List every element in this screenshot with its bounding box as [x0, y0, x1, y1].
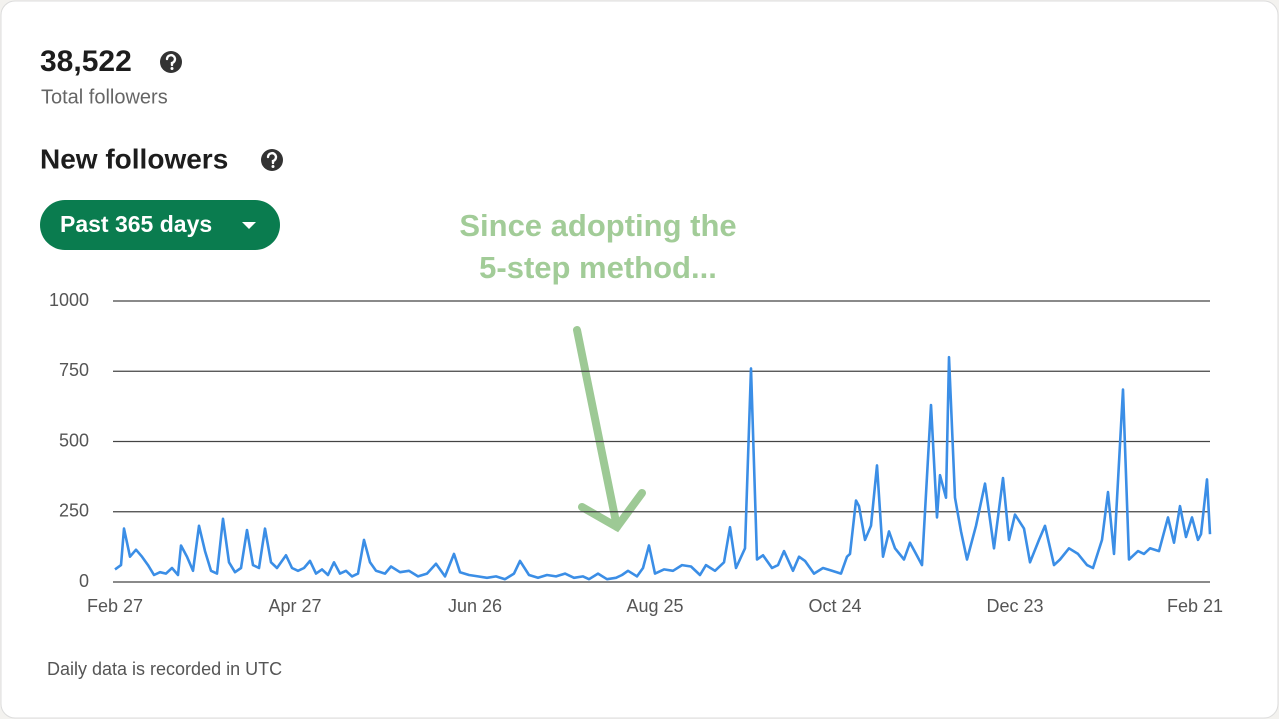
- x-tick-label: Aug 25: [626, 596, 683, 616]
- plot: 0 250 500 750 1000 Feb 27 Apr 27 Jun 26 Aug 25 Oc…: [49, 290, 1223, 616]
- x-tick-label: Jun 26: [448, 596, 502, 616]
- help-icon[interactable]: [261, 149, 283, 171]
- y-tick-label: 500: [59, 430, 89, 450]
- total-followers: 38,522: [40, 45, 132, 78]
- data-line: [114, 355, 1212, 581]
- y-tick-label: 750: [59, 360, 89, 380]
- range-label[interactable]: Past 365 days: [60, 211, 212, 237]
- x-tick-label: Apr 27: [268, 596, 321, 616]
- x-tick-label: Oct 24: [808, 596, 861, 616]
- section-title: New followers: [40, 143, 228, 174]
- footnote: Daily data is recorded in UTC: [47, 659, 282, 679]
- range-dropdown[interactable]: Past 365 days: [40, 200, 280, 250]
- x-tick-label: Feb 21: [1167, 596, 1223, 616]
- y-tick-label: 0: [79, 571, 89, 591]
- y-tick-label: 1000: [49, 290, 89, 310]
- annotation: 5-step method...: [479, 250, 717, 285]
- help-icon[interactable]: [160, 51, 182, 73]
- total-label: Total followers: [41, 86, 168, 108]
- x-tick-label: Feb 27: [87, 596, 143, 616]
- annotation: Since adopting the: [459, 208, 736, 243]
- annotation-arrow: [573, 326, 646, 533]
- y-tick-label: 250: [59, 501, 89, 521]
- x-tick-label: Dec 23: [986, 596, 1043, 616]
